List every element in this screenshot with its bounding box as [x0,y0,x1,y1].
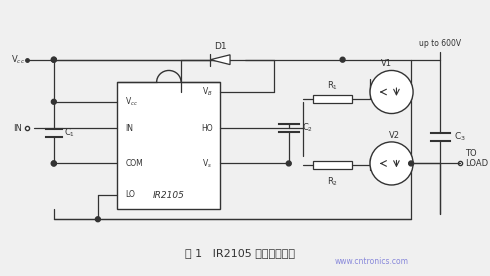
Bar [313,95,352,103]
Text: IR2105: IR2105 [153,191,185,200]
Text: R$_{1}$: R$_{1}$ [327,79,338,92]
Text: C$_{2}$: C$_{2}$ [302,122,314,134]
Text: www.cntronics.com: www.cntronics.com [335,257,409,266]
Circle shape [51,57,56,62]
Circle shape [51,99,56,104]
Circle shape [96,217,100,222]
Text: HO: HO [201,124,213,133]
Text: 图 1   IR2105 的非隔离驱动: 图 1 IR2105 的非隔离驱动 [185,248,295,259]
Circle shape [51,57,56,62]
Circle shape [370,70,413,113]
Circle shape [370,142,413,185]
Text: V1: V1 [381,60,392,68]
Text: COM: COM [125,159,143,168]
Text: C$_{1}$: C$_{1}$ [64,126,74,139]
Text: R$_{2}$: R$_{2}$ [327,175,339,188]
Circle shape [286,161,291,166]
Circle shape [51,161,56,166]
Text: V2: V2 [389,131,400,140]
Text: IN: IN [125,124,133,133]
Polygon shape [211,55,230,65]
Bar [313,161,352,169]
Bar [118,82,220,209]
Text: C$_{3}$: C$_{3}$ [454,131,466,143]
Text: up to 600V: up to 600V [419,39,462,48]
Text: D1: D1 [214,42,226,51]
Text: IN: IN [13,124,22,133]
Text: LO: LO [125,190,135,199]
Text: V$_{cc}$: V$_{cc}$ [10,54,24,66]
Text: V$_{B}$: V$_{B}$ [202,86,213,98]
Circle shape [409,161,414,166]
Text: TO
LOAD: TO LOAD [465,149,488,168]
Text: V$_{s}$: V$_{s}$ [202,157,213,170]
Circle shape [340,57,345,62]
Text: V$_{cc}$: V$_{cc}$ [125,95,138,108]
Circle shape [51,161,56,166]
